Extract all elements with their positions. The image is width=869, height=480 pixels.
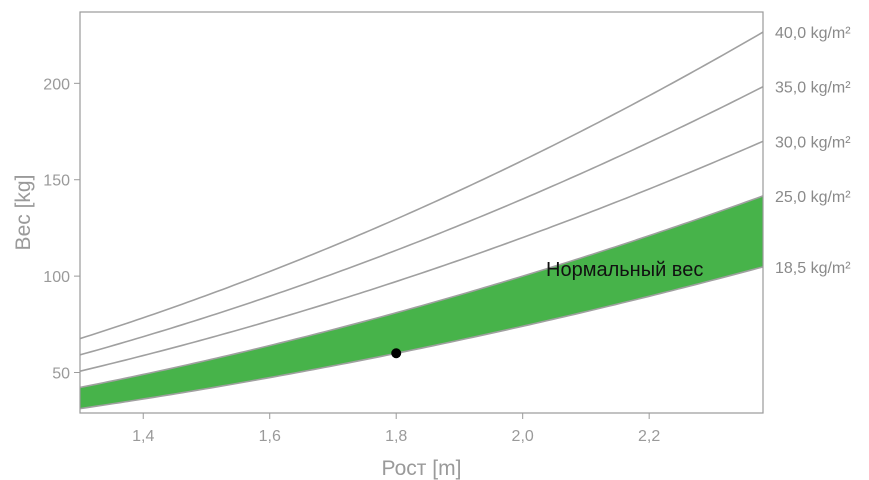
plot-frame xyxy=(79,11,764,414)
x-tick-label: 1,4 xyxy=(132,428,154,445)
bmi-curve-25 xyxy=(80,195,763,389)
bmi-curve-35 xyxy=(80,85,763,356)
bmi-curve-18-5 xyxy=(80,266,763,410)
tick-layer: 1,4 1,6 1,8 2,0 2,2 50 100 150 200 xyxy=(43,76,660,445)
normal-weight-label: Нормальный вес xyxy=(546,259,703,281)
x-tick-label: 2,2 xyxy=(638,428,660,445)
measurement-point xyxy=(391,348,402,359)
label-layer: 18,5 kg/m² 25,0 kg/m² 30,0 kg/m² 35,0 kg/m²… xyxy=(12,25,851,480)
normal-band-layer xyxy=(80,195,763,409)
point-layer xyxy=(391,348,402,359)
plot-frame-layer xyxy=(79,11,764,414)
bmi-curve-label: 30,0 kg/m² xyxy=(775,134,851,151)
y-axis-label: Вес [kg] xyxy=(12,175,35,251)
bmi-curve-label: 18,5 kg/m² xyxy=(775,260,851,277)
bmi-curve-40 xyxy=(80,31,763,340)
bmi-curve-label: 35,0 kg/m² xyxy=(775,80,851,97)
bmi-curve-label: 25,0 kg/m² xyxy=(775,189,851,206)
x-tick-label: 1,8 xyxy=(385,428,407,445)
bmi-curve-layer xyxy=(80,31,763,410)
y-tick-label: 150 xyxy=(43,173,70,190)
x-axis-label: Рост [m] xyxy=(382,457,462,480)
y-tick-label: 200 xyxy=(43,76,70,93)
bmi-curve-label: 40,0 kg/m² xyxy=(775,25,851,42)
x-tick-label: 2,0 xyxy=(512,428,534,445)
normal-weight-band xyxy=(80,195,763,409)
y-tick-label: 100 xyxy=(43,269,70,286)
x-tick-label: 1,6 xyxy=(259,428,281,445)
y-tick-label: 50 xyxy=(52,366,70,383)
bmi-curve-30 xyxy=(80,140,763,372)
